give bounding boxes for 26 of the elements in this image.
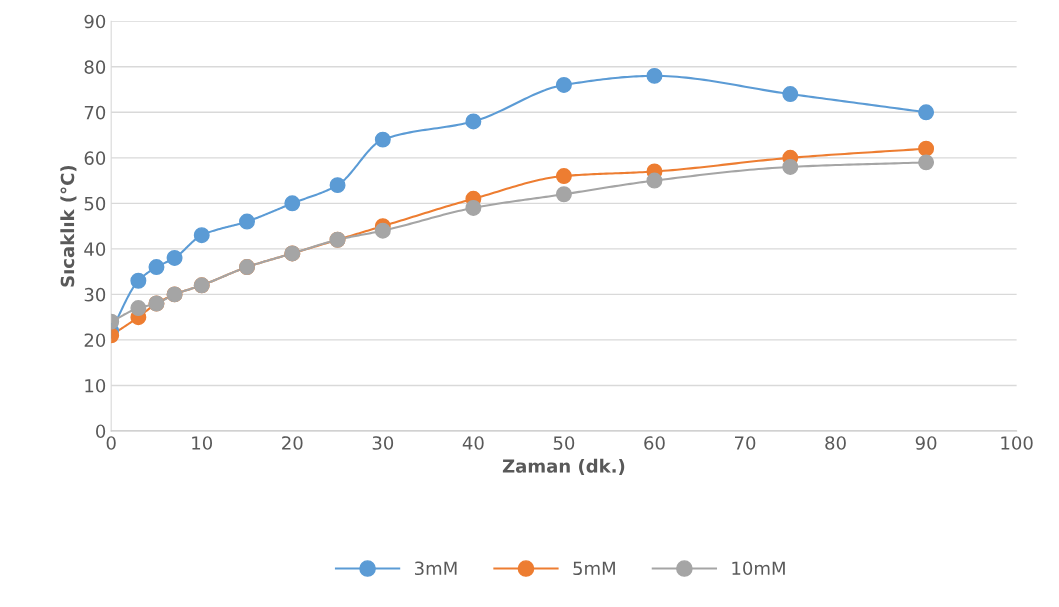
y-tick-label: 60 [84, 151, 106, 165]
legend-label: 3mM [414, 561, 457, 576]
y-tick-label: 0 [96, 424, 106, 439]
y-tick-label: 90 [84, 14, 106, 29]
x-tick-label: 60 [644, 436, 665, 450]
y-tick-label: 70 [84, 105, 106, 120]
x-axis-title: Zaman (dk.) [502, 458, 625, 475]
y-tick-label: 30 [84, 287, 106, 302]
legend-label: 10mM [732, 561, 785, 576]
x-tick-label: 10 [192, 436, 213, 450]
y-tick-label: 40 [84, 242, 106, 256]
y-tick-label: 80 [84, 60, 106, 74]
x-tick-label: 50 [553, 436, 575, 450]
y-tick-label: 10 [85, 378, 106, 393]
x-tick-label: 100 [1001, 436, 1033, 450]
y-tick-label: 20 [84, 333, 106, 348]
x-tick-label: 30 [372, 436, 394, 450]
x-tick-label: 90 [915, 436, 937, 450]
legend-label: 5mM [573, 561, 615, 576]
x-tick-label: 20 [282, 436, 303, 450]
x-tick-label: 40 [462, 436, 484, 450]
y-axis-title: Sıcaklık (°C) [60, 165, 77, 287]
x-tick-label: 70 [735, 436, 756, 450]
y-tick-label: 50 [84, 196, 106, 211]
x-tick-label: 80 [825, 436, 846, 450]
x-tick-label: 0 [106, 436, 116, 450]
